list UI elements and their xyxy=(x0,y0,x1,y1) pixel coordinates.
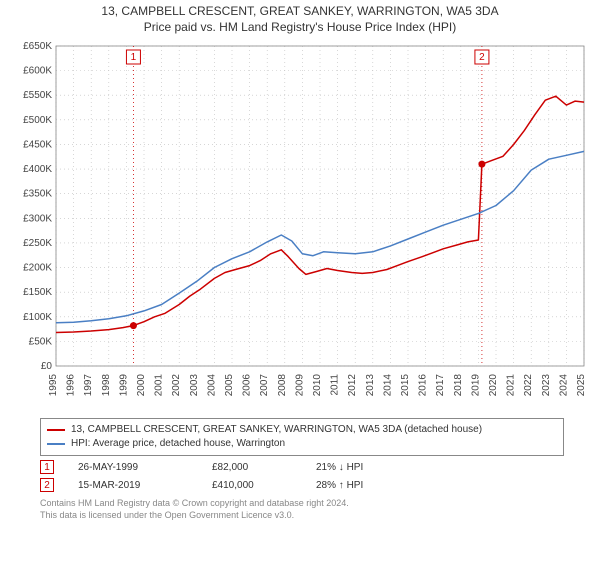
svg-text:2025: 2025 xyxy=(576,374,587,397)
svg-text:£100K: £100K xyxy=(23,312,52,323)
svg-text:2020: 2020 xyxy=(488,374,499,397)
svg-text:2001: 2001 xyxy=(154,374,165,397)
svg-text:1: 1 xyxy=(131,52,137,63)
svg-text:2008: 2008 xyxy=(277,374,288,397)
svg-text:1995: 1995 xyxy=(48,374,59,397)
sale-hpi-delta: 21% ↓ HPI xyxy=(316,462,363,473)
svg-text:2013: 2013 xyxy=(365,374,376,397)
chart-plot-area: £0 £50K £100K £150K £200K £250K £300K £350K £400… xyxy=(8,40,592,412)
sale-hpi-delta: 28% ↑ HPI xyxy=(316,480,363,491)
sale-marker-badge: 2 xyxy=(40,478,54,492)
svg-text:2003: 2003 xyxy=(189,374,200,397)
price-chart-container: { "title_line1": "13, CAMPBELL CRESCENT,… xyxy=(0,4,600,564)
svg-text:2010: 2010 xyxy=(312,374,323,397)
sales-table: 1 26-MAY-1999 £82,000 21% ↓ HPI 2 15-MAR-2019… xyxy=(40,460,564,492)
svg-text:2000: 2000 xyxy=(136,374,147,397)
svg-text:£200K: £200K xyxy=(23,263,52,274)
svg-text:£150K: £150K xyxy=(23,287,52,298)
legend-swatch xyxy=(47,443,65,445)
svg-text:2016: 2016 xyxy=(418,374,429,397)
svg-text:2024: 2024 xyxy=(558,374,569,397)
svg-text:2: 2 xyxy=(479,52,485,63)
svg-text:£650K: £650K xyxy=(23,41,52,52)
svg-text:£600K: £600K xyxy=(23,66,52,77)
svg-text:2017: 2017 xyxy=(435,374,446,397)
svg-text:2019: 2019 xyxy=(470,374,481,397)
svg-text:2012: 2012 xyxy=(347,374,358,397)
svg-text:2022: 2022 xyxy=(523,374,534,397)
legend-box: 13, CAMPBELL CRESCENT, GREAT SANKEY, WAR… xyxy=(40,418,564,456)
svg-text:£550K: £550K xyxy=(23,90,52,101)
svg-text:2021: 2021 xyxy=(506,374,517,397)
svg-text:1998: 1998 xyxy=(101,374,112,397)
sale-date: 26-MAY-1999 xyxy=(78,462,188,473)
legend-label: HPI: Average price, detached house, Warr… xyxy=(71,437,285,451)
svg-text:2015: 2015 xyxy=(400,374,411,397)
svg-text:£250K: £250K xyxy=(23,238,52,249)
sale-price: £410,000 xyxy=(212,480,292,491)
svg-text:2004: 2004 xyxy=(206,374,217,397)
svg-text:£0: £0 xyxy=(41,361,53,372)
footer-line1: Contains HM Land Registry data © Crown c… xyxy=(40,498,564,510)
svg-text:1997: 1997 xyxy=(83,374,94,397)
legend-item: 13, CAMPBELL CRESCENT, GREAT SANKEY, WAR… xyxy=(47,423,557,437)
svg-text:2018: 2018 xyxy=(453,374,464,397)
svg-text:2006: 2006 xyxy=(242,374,253,397)
svg-text:2014: 2014 xyxy=(382,374,393,397)
chart-title-line2: Price paid vs. HM Land Registry's House … xyxy=(0,20,600,34)
svg-text:2023: 2023 xyxy=(541,374,552,397)
footer-line2: This data is licensed under the Open Gov… xyxy=(40,510,564,522)
sales-row: 1 26-MAY-1999 £82,000 21% ↓ HPI xyxy=(40,460,564,474)
svg-text:£400K: £400K xyxy=(23,164,52,175)
svg-text:1999: 1999 xyxy=(118,374,129,397)
chart-svg: £0 £50K £100K £150K £200K £250K £300K £350K £400… xyxy=(8,40,592,412)
svg-text:2002: 2002 xyxy=(171,374,182,397)
svg-text:£300K: £300K xyxy=(23,213,52,224)
sale-date: 15-MAR-2019 xyxy=(78,480,188,491)
svg-text:£50K: £50K xyxy=(29,336,53,347)
svg-text:£350K: £350K xyxy=(23,189,52,200)
svg-text:£450K: £450K xyxy=(23,139,52,150)
legend-swatch xyxy=(47,429,65,431)
footer-attribution: Contains HM Land Registry data © Crown c… xyxy=(40,498,564,521)
sale-marker-badge: 1 xyxy=(40,460,54,474)
legend-label: 13, CAMPBELL CRESCENT, GREAT SANKEY, WAR… xyxy=(71,423,482,437)
svg-text:2005: 2005 xyxy=(224,374,235,397)
svg-text:1996: 1996 xyxy=(66,374,77,397)
svg-text:£500K: £500K xyxy=(23,115,52,126)
svg-text:2011: 2011 xyxy=(330,374,341,396)
chart-title-line1: 13, CAMPBELL CRESCENT, GREAT SANKEY, WAR… xyxy=(0,4,600,18)
legend-item: HPI: Average price, detached house, Warr… xyxy=(47,437,557,451)
svg-text:2009: 2009 xyxy=(294,374,305,397)
svg-text:2007: 2007 xyxy=(259,374,270,397)
sales-row: 2 15-MAR-2019 £410,000 28% ↑ HPI xyxy=(40,478,564,492)
sale-price: £82,000 xyxy=(212,462,292,473)
